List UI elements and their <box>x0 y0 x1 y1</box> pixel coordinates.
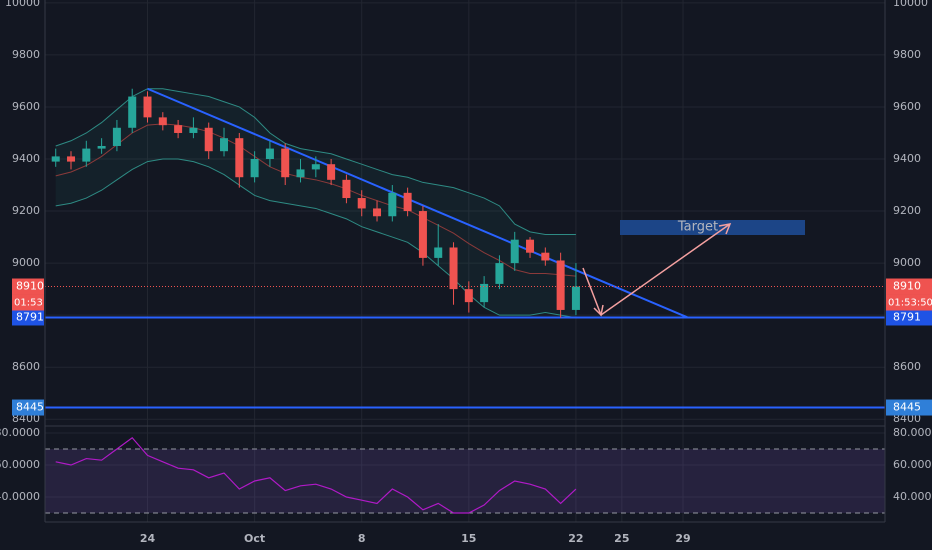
countdown-tag <box>886 294 932 311</box>
candle-body <box>373 208 382 217</box>
candle-body <box>556 260 565 310</box>
x-tick-label: Oct <box>244 532 265 545</box>
rsi-band <box>45 448 885 514</box>
candle-body <box>342 179 351 199</box>
y-tick-label: 9600 <box>12 100 40 113</box>
candle-body <box>418 211 427 258</box>
candle-body <box>174 125 183 133</box>
y-tick-label: 10000 <box>5 0 40 9</box>
candle-body <box>250 159 259 178</box>
candle-body <box>495 263 504 284</box>
price-tag-label: 8910 <box>16 280 44 293</box>
y-tick-label: 9000 <box>12 256 40 269</box>
countdown-label: 01:53:50 <box>14 298 59 309</box>
target-box <box>620 220 805 235</box>
band-line <box>55 88 576 235</box>
candle-body <box>480 283 489 303</box>
projection-arrow <box>582 223 732 317</box>
candle-body <box>128 96 137 128</box>
y-tick-label: 8600 <box>893 360 921 373</box>
candle-body <box>158 117 167 126</box>
y-tick-label: 9400 <box>12 152 40 165</box>
price-tag <box>12 309 44 326</box>
target-label: Target <box>677 220 718 235</box>
rsi-tick-label: 40.0000 <box>0 490 40 503</box>
band-line <box>55 158 577 319</box>
candle-body <box>235 138 244 178</box>
candle-body <box>112 127 121 146</box>
candle-body <box>541 252 550 261</box>
x-tick-label: 22 <box>568 532 583 545</box>
rsi-tick-label: 60.0000 <box>0 458 40 471</box>
rsi-tick-label: 80.0000 <box>0 426 40 439</box>
candle-body <box>67 156 76 162</box>
candle-body <box>434 247 443 258</box>
y-tick-label: 9200 <box>893 204 921 217</box>
y-tick-label: 9200 <box>12 204 40 217</box>
x-tick-label: 24 <box>140 532 156 545</box>
countdown-tag <box>12 294 44 311</box>
trend-line <box>147 87 689 319</box>
price-tag <box>12 399 44 416</box>
candle-body <box>464 289 473 303</box>
price-tag-label: 8910 <box>893 280 921 293</box>
price-tag-label: 8791 <box>893 310 921 323</box>
candle-body <box>327 164 336 180</box>
y-tick-label: 8600 <box>12 360 40 373</box>
price-tag <box>886 278 932 295</box>
candle-body <box>82 148 91 162</box>
candle-body <box>281 148 290 178</box>
price-tag-label: 8445 <box>893 401 921 414</box>
candle-body <box>357 198 366 209</box>
y-tick-label: 10000 <box>893 0 928 9</box>
candle-body <box>526 239 535 253</box>
price-tag <box>886 399 932 416</box>
rsi-tick-label: 80.0000 <box>893 426 932 439</box>
candle-body <box>296 169 305 178</box>
band-line <box>55 123 576 277</box>
candle-body <box>204 127 213 152</box>
rsi-tick-label: 40.0000 <box>893 490 932 503</box>
candle-body <box>510 239 519 264</box>
candle-body <box>51 156 60 162</box>
x-tick-label: 15 <box>461 532 476 545</box>
rsi-tick-label: 60.0000 <box>893 458 932 471</box>
price-tag <box>886 309 932 326</box>
y-tick-label: 9800 <box>12 48 40 61</box>
rsi-line <box>55 436 577 514</box>
candle-body <box>311 164 320 170</box>
price-tag-label: 8791 <box>16 310 44 323</box>
y-tick-label: 9000 <box>893 256 921 269</box>
y-tick-label: 9800 <box>893 48 921 61</box>
candle-body <box>143 96 152 118</box>
candle-body <box>97 145 106 149</box>
countdown-label: 01:53:50 <box>888 298 932 309</box>
price-tag <box>12 278 44 295</box>
y-tick-label: 9600 <box>893 100 921 113</box>
y-tick-label: 9400 <box>893 152 921 165</box>
candle-body <box>388 192 397 217</box>
x-tick-label: 29 <box>675 532 690 545</box>
candle-body <box>571 286 580 310</box>
x-tick-label: 8 <box>358 532 366 545</box>
candle-body <box>220 138 229 152</box>
candle-body <box>449 247 458 290</box>
candle-body <box>265 148 274 160</box>
candle-body <box>189 127 198 133</box>
x-tick-label: 25 <box>614 532 629 545</box>
band-area <box>55 88 576 318</box>
price-tag-label: 8445 <box>16 401 44 414</box>
candle-body <box>403 192 412 212</box>
